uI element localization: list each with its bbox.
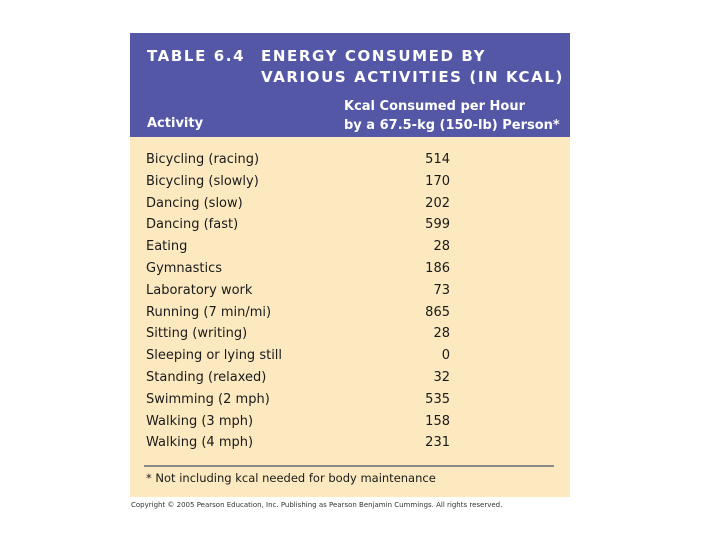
table-row: Sleeping or lying still 0	[130, 346, 570, 368]
table-header-bar: TABLE 6.4 ENERGY CONSUMED BY VARIOUS ACTI…	[130, 33, 570, 137]
table-body: Bicycling (racing) 514 Bicycling (slowly)…	[130, 150, 570, 455]
activity-cell: Gymnastics	[146, 260, 223, 276]
table-title-text1: ENERGY CONSUMED BY	[261, 47, 487, 65]
table-row: Dancing (fast) 599	[130, 215, 570, 237]
kcal-cell: 514	[425, 152, 450, 167]
kcal-cell: 535	[425, 391, 450, 407]
table-title-line1: TABLE 6.4 ENERGY CONSUMED BY	[147, 47, 486, 65]
table-row: Eating 28	[130, 237, 570, 259]
kcal-cell: 186	[425, 260, 450, 276]
activity-cell: Swimming (2 mph)	[146, 391, 270, 407]
table-row: Standing (relaxed) 32	[130, 368, 570, 390]
activity-cell: Dancing (slow)	[146, 195, 243, 211]
kcal-cell: 170	[425, 173, 450, 189]
copyright-notice: Copyright © 2005 Pearson Education, Inc.…	[131, 501, 503, 509]
kcal-cell: 28	[433, 326, 450, 342]
activity-cell: Bicycling (racing)	[146, 152, 260, 167]
activity-cell: Dancing (fast)	[146, 217, 239, 233]
table-row: Swimming (2 mph) 535	[130, 390, 570, 412]
energy-table: TABLE 6.4 ENERGY CONSUMED BY VARIOUS ACTI…	[130, 33, 570, 497]
activity-cell: Walking (3 mph)	[146, 413, 254, 429]
kcal-cell: 0	[441, 348, 450, 364]
column-header-kcal: Kcal Consumed per Hour by a 67.5-kg (150…	[344, 97, 560, 135]
activity-cell: Laboratory work	[146, 282, 253, 298]
activity-cell: Sitting (writing)	[146, 326, 248, 342]
kcal-cell: 73	[433, 282, 450, 298]
kcal-cell: 599	[425, 217, 450, 233]
table-row: Gymnastics 186	[130, 259, 570, 281]
kcal-cell: 158	[425, 413, 450, 429]
column-header-activity: Activity	[147, 116, 204, 131]
activity-cell: Walking (4 mph)	[146, 435, 254, 451]
table-row: Laboratory work 73	[130, 281, 570, 303]
table-row: Walking (3 mph) 158	[130, 412, 570, 434]
kcal-cell: 865	[425, 304, 450, 320]
kcal-cell: 32	[433, 369, 450, 385]
kcal-cell: 28	[433, 239, 450, 255]
table-row: Running (7 min/mi) 865	[130, 303, 570, 325]
activity-cell: Bicycling (slowly)	[146, 173, 259, 189]
table-row: Sitting (writing) 28	[130, 324, 570, 346]
column-header-kcal-line2: by a 67.5-kg (150-lb) Person*	[344, 118, 560, 133]
table-footnote: * Not including kcal needed for body mai…	[146, 471, 436, 485]
table-row: Walking (4 mph) 231	[130, 433, 570, 455]
activity-cell: Standing (relaxed)	[146, 369, 267, 385]
kcal-cell: 231	[425, 435, 450, 451]
activity-cell: Running (7 min/mi)	[146, 304, 272, 320]
table-row: Dancing (slow) 202	[130, 194, 570, 216]
table-title-line2: VARIOUS ACTIVITIES (IN KCAL)	[261, 68, 564, 86]
activity-cell: Eating	[146, 239, 188, 255]
table-number: TABLE 6.4	[147, 47, 246, 65]
footnote-divider	[144, 465, 554, 467]
activity-cell: Sleeping or lying still	[146, 348, 283, 364]
table-row: Bicycling (racing) 514	[130, 150, 570, 172]
kcal-cell: 202	[425, 195, 450, 211]
table-row: Bicycling (slowly) 170	[130, 172, 570, 194]
column-header-kcal-line1: Kcal Consumed per Hour	[344, 99, 525, 114]
